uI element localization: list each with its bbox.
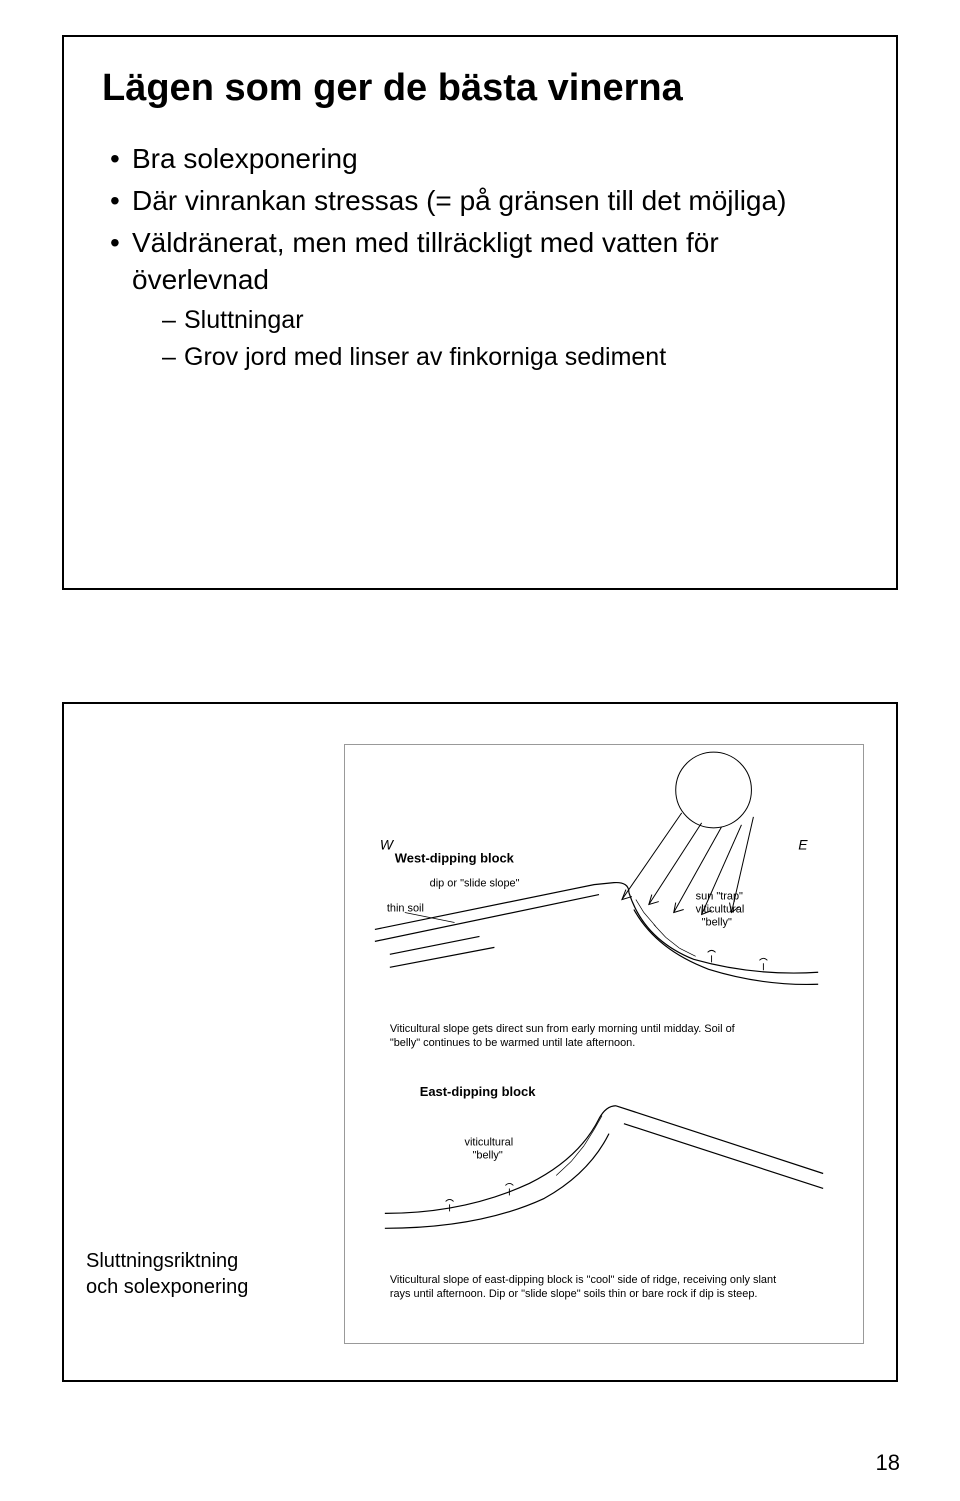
vit-belly-label: "belly" — [473, 1150, 503, 1162]
sub-bullet-item: Sluttningar — [162, 303, 858, 338]
page-number: 18 — [876, 1450, 900, 1476]
west-block-section — [375, 883, 818, 985]
west-block-title: West-dipping block — [395, 851, 515, 866]
sun-trap-label: sun "trap" — [696, 891, 743, 903]
bullet-text: Bra solexponering — [132, 143, 358, 174]
sun-trap-label: viticultural — [696, 904, 745, 916]
bullet-item: Där vinrankan stressas (= på gränsen til… — [110, 182, 858, 220]
slope-diagram: W E — [345, 745, 863, 1343]
east-block-title: East-dipping block — [420, 1084, 537, 1099]
slide-1-bullets: Bra solexponering Där vinrankan stressas… — [102, 140, 858, 375]
bullet-text: Där vinrankan stressas (= på gränsen til… — [132, 185, 786, 216]
west-caption: Viticultural slope gets direct sun from … — [390, 1023, 736, 1035]
diagram-frame: W E — [344, 744, 864, 1344]
slide-2-caption: Sluttningsriktning och solexponering — [86, 1248, 248, 1300]
slide-1: Lägen som ger de bästa vinerna Bra solex… — [62, 35, 898, 590]
sub-bullet-item: Grov jord med linser av finkorniga sedim… — [162, 340, 858, 375]
west-caption: "belly" continues to be warmed until lat… — [390, 1037, 636, 1049]
bullet-item: Bra solexponering — [110, 140, 858, 178]
sun-icon — [676, 752, 752, 828]
slide-1-title: Lägen som ger de bästa vinerna — [102, 67, 858, 110]
sun-trap-label: "belly" — [702, 916, 732, 928]
east-caption: rays until afternoon. Dip or "slide slop… — [390, 1288, 758, 1300]
caption-line: och solexponering — [86, 1276, 248, 1298]
bullet-item: Väldränerat, men med tillräckligt med va… — [110, 224, 858, 376]
slide-2: Sluttningsriktning och solexponering W E — [62, 702, 898, 1382]
sub-bullets: Sluttningar Grov jord med linser av fink… — [132, 303, 858, 375]
w-label: W — [380, 837, 395, 853]
caption-line: Sluttningsriktning — [86, 1250, 238, 1272]
bullet-text: Väldränerat, men med tillräckligt med va… — [132, 227, 719, 296]
dip-label: dip or "slide slope" — [430, 878, 520, 890]
east-block-section — [385, 1106, 823, 1229]
thin-soil-label: thin soil — [387, 903, 424, 915]
vit-belly-label: viticultural — [465, 1137, 514, 1149]
east-caption: Viticultural slope of east-dipping block… — [390, 1274, 776, 1286]
e-label: E — [798, 837, 808, 853]
